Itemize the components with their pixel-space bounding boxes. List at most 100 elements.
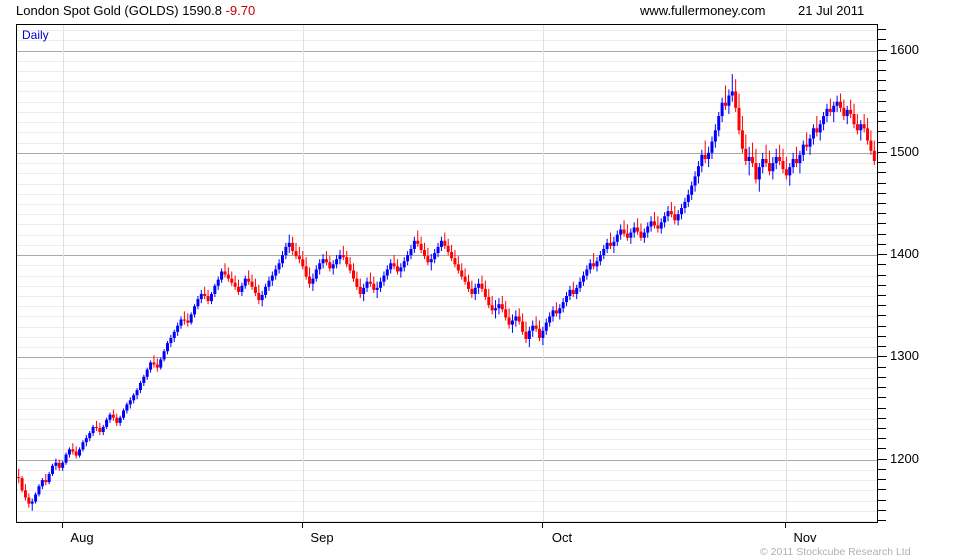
candle-body-up bbox=[433, 253, 437, 260]
candle-body-down bbox=[115, 417, 119, 423]
candle-body-down bbox=[636, 227, 640, 232]
candle-body-up bbox=[598, 255, 602, 262]
candle-body-up bbox=[108, 414, 112, 420]
candle-body-up bbox=[615, 234, 619, 242]
candle-body-up bbox=[314, 269, 318, 279]
candle-body-up bbox=[78, 449, 82, 456]
candle-body-down bbox=[226, 274, 230, 279]
candle-body-down bbox=[737, 107, 741, 131]
x-axis-label-aug: Aug bbox=[70, 530, 94, 545]
candle-body-up bbox=[240, 285, 244, 292]
candle-body-up bbox=[37, 486, 41, 495]
candle-body-down bbox=[470, 288, 474, 294]
candle-wick bbox=[248, 270, 250, 285]
y-axis-tick bbox=[878, 193, 886, 194]
gridline-minor bbox=[17, 81, 877, 82]
candle-body-up bbox=[287, 242, 291, 247]
candle-body-up bbox=[757, 167, 761, 180]
candle-body-up bbox=[747, 156, 751, 162]
gridline-minor bbox=[17, 337, 877, 338]
candle-body-up bbox=[666, 211, 670, 217]
candle-body-down bbox=[656, 225, 660, 229]
y-axis-tick bbox=[878, 121, 886, 122]
price-change: -9.70 bbox=[225, 3, 256, 18]
candle-body-up bbox=[558, 308, 562, 314]
candle-body-down bbox=[466, 281, 470, 289]
candle-body-up bbox=[199, 293, 203, 300]
y-axis-tick bbox=[878, 254, 887, 256]
candle-body-down bbox=[372, 283, 376, 290]
candle-body-down bbox=[450, 252, 454, 259]
gridline-minor bbox=[17, 429, 877, 430]
candle-body-down bbox=[483, 288, 487, 298]
candle-body-down bbox=[828, 108, 832, 112]
candle-wick bbox=[765, 144, 767, 168]
candle-body-up bbox=[801, 144, 805, 155]
gridline-minor bbox=[17, 61, 877, 62]
candle-body-up bbox=[811, 128, 815, 139]
candle-wick bbox=[342, 245, 344, 261]
candle-body-up bbox=[64, 454, 68, 463]
candle-wick bbox=[637, 218, 639, 235]
candle-body-up bbox=[696, 166, 700, 177]
candle-body-up bbox=[165, 343, 169, 352]
candle-body-up bbox=[845, 109, 849, 117]
candle-body-up bbox=[385, 269, 389, 276]
y-axis-tick bbox=[878, 244, 886, 245]
candle-body-up bbox=[595, 261, 599, 267]
candle-body-down bbox=[571, 289, 575, 294]
candle-body-up bbox=[646, 226, 650, 233]
candle-body-down bbox=[368, 281, 372, 284]
candle-body-down bbox=[247, 278, 251, 282]
candle-body-up bbox=[389, 263, 393, 270]
gridline-minor bbox=[17, 276, 877, 277]
y-axis-label: 1200 bbox=[890, 451, 919, 466]
candle-wick bbox=[187, 313, 189, 327]
candle-body-up bbox=[761, 158, 765, 168]
gridline-minor bbox=[17, 265, 877, 266]
gridline-minor bbox=[17, 327, 877, 328]
gridline-minor bbox=[17, 419, 877, 420]
frequency-label: Daily bbox=[22, 28, 49, 42]
candle-wick bbox=[796, 146, 798, 168]
y-axis-tick bbox=[878, 183, 886, 184]
y-axis-tick bbox=[878, 29, 886, 30]
gridline-minor bbox=[17, 194, 877, 195]
candle-wick bbox=[183, 311, 185, 325]
candle-body-up bbox=[145, 369, 149, 377]
candle-body-up bbox=[514, 316, 518, 321]
candle-body-down bbox=[609, 242, 613, 246]
candle-body-down bbox=[490, 305, 494, 311]
candle-wick bbox=[725, 85, 727, 110]
candle-body-up bbox=[132, 395, 136, 401]
candle-body-down bbox=[392, 263, 396, 267]
gridline-minor bbox=[17, 368, 877, 369]
instrument-title: London Spot Gold (GOLDS) 1590.8 -9.70 bbox=[16, 3, 255, 18]
y-axis-tick bbox=[878, 479, 886, 480]
candle-body-down bbox=[703, 154, 707, 159]
candle-body-up bbox=[727, 95, 731, 106]
gridline-minor bbox=[17, 286, 877, 287]
candle-body-up bbox=[67, 449, 71, 455]
y-axis-tick bbox=[878, 234, 886, 235]
y-axis-tick bbox=[878, 377, 886, 378]
candle-body-down bbox=[352, 270, 355, 279]
candle-wick bbox=[555, 302, 557, 317]
gridline-minor bbox=[17, 122, 877, 123]
candle-body-down bbox=[521, 321, 525, 332]
candle-wick bbox=[224, 263, 226, 278]
y-axis-tick bbox=[878, 315, 886, 316]
candle-body-up bbox=[771, 163, 775, 172]
y-axis-tick bbox=[878, 101, 886, 102]
candle-body-up bbox=[494, 308, 498, 311]
gridline-major bbox=[17, 460, 877, 461]
gridline-vertical-nov bbox=[786, 25, 787, 522]
candle-body-down bbox=[805, 144, 809, 147]
candle-body-down bbox=[507, 317, 511, 325]
candle-body-up bbox=[531, 325, 535, 331]
candle-body-up bbox=[612, 241, 616, 246]
gridline-minor bbox=[17, 470, 877, 471]
instrument-name-and-price: London Spot Gold (GOLDS) 1590.8 bbox=[16, 3, 222, 18]
candle-body-down bbox=[795, 158, 799, 164]
candle-body-up bbox=[365, 281, 369, 288]
